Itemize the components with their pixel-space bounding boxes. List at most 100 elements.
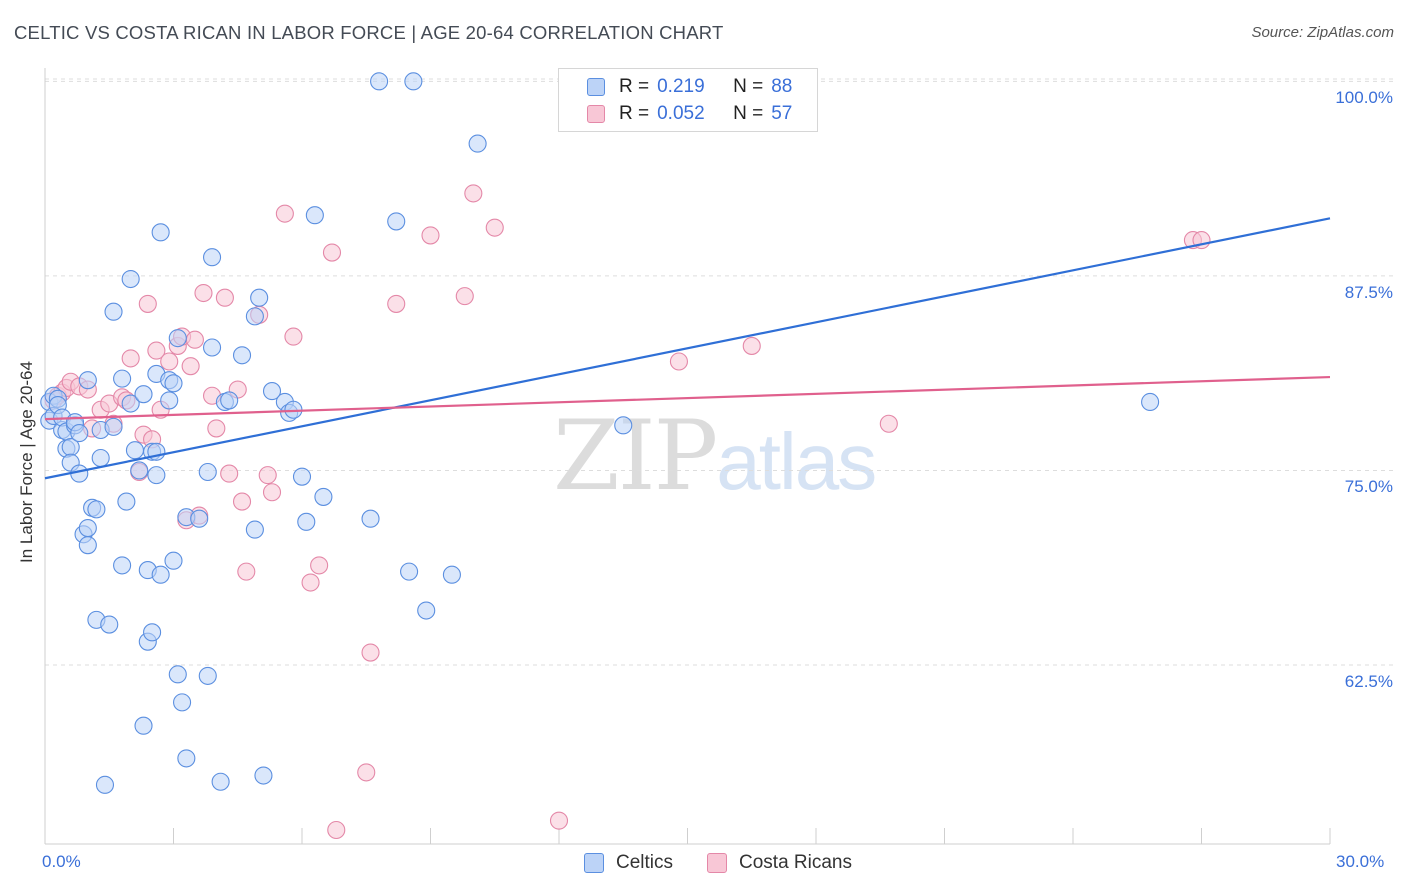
celtics-point (614, 416, 633, 435)
legend-item-costa-ricans[interactable]: Costa Ricans (707, 852, 852, 874)
celtics-point (262, 382, 282, 401)
costa-ricans-point (421, 226, 440, 245)
source-credit: Source: ZipAtlas.com (1251, 24, 1394, 41)
legend-item-celtics[interactable]: Celtics (584, 852, 673, 874)
n-value: 57 (771, 103, 793, 124)
celtics-point (468, 134, 487, 153)
costa-ricans-point (327, 820, 346, 840)
celtics-point (151, 565, 170, 584)
celtics-legend-swatch (584, 853, 604, 873)
celtics-point (190, 509, 209, 528)
celtics-point (125, 441, 144, 460)
costa-ricans-point (742, 336, 761, 355)
celtics-point (250, 288, 269, 307)
costa-ricans-point (207, 419, 226, 438)
celtics-point (147, 466, 166, 485)
costa-ricans-point (357, 763, 376, 782)
costa-ricans-point (361, 643, 380, 662)
costa-ricans-point (455, 287, 474, 306)
celtics-point (113, 556, 132, 575)
x-tick-label-min: 0.0% (42, 852, 81, 871)
celtics-point (442, 565, 461, 584)
costa-ricans-point (232, 492, 252, 511)
costa-ricans-point (301, 573, 320, 592)
watermark: ZIPatlas (553, 400, 877, 512)
costa-ricans-point (121, 349, 140, 368)
x-tick-label-max: 30.0% (1336, 852, 1385, 871)
costa-ricans-point (549, 811, 569, 830)
celtics-point (78, 371, 97, 390)
celtics-point (361, 509, 380, 528)
costa-ricans-point (237, 562, 256, 581)
celtics-swatch (587, 78, 605, 96)
costa-ricans-point (138, 294, 157, 313)
celtics-point (160, 391, 179, 410)
celtics-point (121, 269, 140, 289)
celtics-point (305, 206, 324, 225)
y-tick-label: 75.0% (1344, 477, 1393, 497)
celtics-point (168, 665, 187, 684)
celtics-point (245, 520, 264, 539)
legend-row-costa-ricans: R = 0.052 N = 57 (587, 101, 792, 127)
costa-ricans-point (185, 330, 204, 349)
celtics-point (78, 536, 97, 555)
celtics-point (400, 562, 419, 581)
celtics-point (143, 623, 162, 642)
watermark-atlas: atlas (716, 417, 877, 506)
costa-ricans-legend-swatch (707, 853, 727, 873)
celtics-point (164, 551, 183, 570)
celtics-point (91, 448, 110, 468)
celtics-point (254, 766, 273, 785)
celtics-point (370, 72, 389, 91)
costa-ricans-swatch (587, 105, 605, 123)
celtics-point (130, 461, 149, 480)
costa-ricans-point (215, 288, 234, 307)
y-tick-label: 87.5% (1344, 282, 1393, 302)
costa-ricans-point (464, 184, 483, 203)
celtics-point (417, 601, 436, 620)
costa-ricans-point (258, 466, 277, 485)
trend-lines (44, 217, 1331, 480)
celtics-point (198, 462, 217, 482)
r-label: R = (619, 103, 650, 124)
celtics-point (203, 338, 222, 357)
celtics-point (1141, 392, 1160, 412)
stats-legend: R = 0.219 N = 88 R = 0.052 N = 57 (558, 68, 818, 132)
celtics-point (245, 307, 264, 326)
costa-ricans-point (310, 556, 329, 575)
costa-ricans-point (322, 243, 342, 262)
celtics-trend-line (44, 217, 1331, 480)
costa-ricans-points (44, 184, 1211, 840)
celtics-point (121, 394, 140, 413)
legend-label-celtics: Celtics (616, 852, 674, 873)
y-axis-label: In Labor Force | Age 20-64 (17, 361, 36, 563)
celtics-point (203, 248, 222, 267)
celtics-point (151, 223, 170, 242)
n-value: 88 (771, 76, 793, 97)
celtics-point (95, 775, 115, 794)
costa-ricans-point (387, 294, 406, 313)
celtics-point (117, 492, 136, 511)
legend-label-costa-ricans: Costa Ricans (739, 852, 852, 873)
celtics-points (40, 72, 1160, 794)
costa-ricans-point (879, 414, 898, 433)
celtics-point (100, 615, 119, 634)
celtics-point (134, 716, 153, 735)
celtics-point (104, 302, 123, 321)
legend-row-celtics: R = 0.219 N = 88 (587, 74, 792, 100)
watermark-zip: ZIP (553, 400, 718, 512)
celtics-point (134, 385, 153, 404)
celtics-point (404, 72, 423, 91)
celtics-point (173, 693, 192, 712)
costa-ricans-point (485, 218, 504, 237)
celtics-point (292, 467, 312, 486)
costa-ricans-point (275, 204, 294, 223)
r-value: 0.219 (657, 76, 705, 97)
celtics-point (164, 374, 183, 393)
celtics-point (297, 512, 316, 531)
celtics-point (104, 417, 123, 436)
n-label: N = (733, 76, 764, 97)
celtics-point (211, 772, 230, 791)
y-tick-label: 100.0% (1335, 88, 1393, 108)
